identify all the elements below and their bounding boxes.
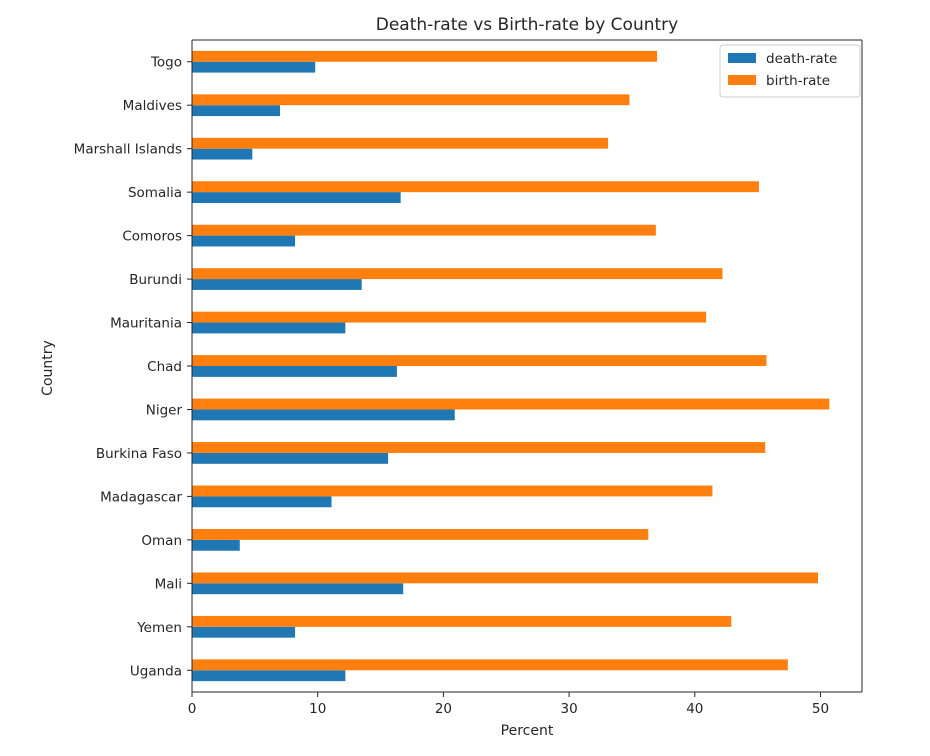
y-tick-label: Yemen <box>136 620 182 636</box>
bar-birth-rate-marshall-islands <box>192 137 609 149</box>
y-tick-label: Oman <box>141 533 182 549</box>
legend: death-rate birth-rate <box>719 44 861 98</box>
bar-death-rate-marshall-islands <box>192 148 253 160</box>
bar-death-rate-oman <box>192 539 240 551</box>
x-tick-label: 30 <box>561 701 578 717</box>
bar-death-rate-maldives <box>192 105 280 117</box>
y-axis: Togo Maldives Marshall Islands Somalia Comor… <box>74 55 192 679</box>
y-tick-label: Mali <box>155 576 182 592</box>
bar-death-rate-niger <box>192 409 455 421</box>
bar-death-rate-mali <box>192 583 404 595</box>
bar-death-rate-yemen <box>192 626 296 638</box>
bar-birth-rate-mauritania <box>192 311 707 323</box>
bar-birth-rate-mali <box>192 572 819 584</box>
y-tick-label: Burkina Faso <box>96 446 182 462</box>
bar-death-rate-burkina-faso <box>192 452 389 464</box>
y-tick-label: Mauritania <box>110 316 182 332</box>
bar-death-rate-somalia <box>192 192 401 203</box>
y-tick-label: Comoros <box>122 229 182 245</box>
bar-birth-rate-madagascar <box>192 485 713 497</box>
y-tick-label: Somalia <box>128 185 182 201</box>
y-tick-label: Burundi <box>129 272 182 288</box>
bar-birth-rate-burundi <box>192 268 723 280</box>
bar-death-rate-madagascar <box>192 496 332 508</box>
y-tick-label: Uganda <box>130 663 182 679</box>
y-tick-label: Niger <box>146 402 183 418</box>
y-tick-label: Chad <box>147 359 182 375</box>
bar-birth-rate-yemen <box>192 615 732 627</box>
bar-birth-rate-oman <box>192 529 649 540</box>
bar-birth-rate-niger <box>192 398 830 410</box>
bar-death-rate-burundi <box>192 279 362 290</box>
bar-birth-rate-chad <box>192 355 767 366</box>
bar-death-rate-chad <box>192 366 397 377</box>
x-axis-title: Percent <box>501 723 554 739</box>
chart-title: Death-rate vs Birth-rate by Country <box>376 15 678 35</box>
legend-label-death-rate: death-rate <box>766 51 837 67</box>
bar-birth-rate-somalia <box>192 181 759 193</box>
y-tick-label: Togo <box>150 55 182 71</box>
legend-swatch-death-rate <box>728 53 756 63</box>
x-tick-label: 50 <box>812 701 829 717</box>
y-tick-label: Maldives <box>123 98 182 114</box>
bar-birth-rate-comoros <box>192 224 656 236</box>
legend-swatch-birth-rate <box>728 75 756 85</box>
bar-death-rate-mauritania <box>192 322 346 334</box>
y-tick-label: Madagascar <box>100 489 182 505</box>
legend-label-birth-rate: birth-rate <box>766 73 830 89</box>
x-tick-label: 20 <box>435 701 452 717</box>
bar-death-rate-uganda <box>192 670 346 682</box>
bar-birth-rate-togo <box>192 50 658 62</box>
bar-birth-rate-maldives <box>192 94 630 106</box>
bar-death-rate-togo <box>192 61 316 73</box>
bar-birth-rate-burkina-faso <box>192 442 766 453</box>
x-tick-label: 0 <box>188 701 197 717</box>
x-tick-label: 40 <box>686 701 703 717</box>
y-axis-title: Country <box>40 340 56 396</box>
x-axis: 0 10 20 30 40 50 <box>188 692 829 717</box>
y-tick-label: Marshall Islands <box>74 142 182 158</box>
bar-death-rate-comoros <box>192 235 296 247</box>
plot-area <box>191 39 863 693</box>
x-tick-label: 10 <box>309 701 326 717</box>
bar-birth-rate-uganda <box>192 659 788 671</box>
